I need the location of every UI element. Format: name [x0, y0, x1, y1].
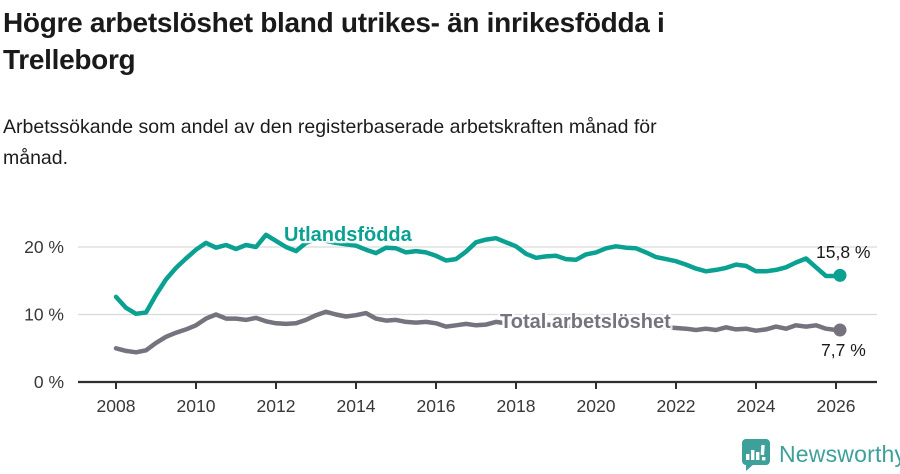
end-dot-utlandsfodda — [833, 268, 847, 282]
chart-title-line1: Högre arbetslöshet bland utrikes- än inr… — [3, 7, 665, 38]
chart-title: Högre arbetslöshet bland utrikes- än inr… — [3, 4, 665, 78]
x-tick-label: 2008 — [97, 396, 136, 416]
series-label-total-arbetsloshet: Total arbetslöshet — [500, 311, 671, 333]
end-value-utlandsfodda: 15,8 % — [816, 242, 871, 262]
x-tick-label: 2012 — [257, 396, 296, 416]
x-tick-label: 2024 — [737, 396, 776, 416]
end-dot-total-arbetsloshet — [833, 323, 847, 337]
newsworthy-wordmark: Newsworthy — [779, 441, 900, 467]
series-label-utlandsfodda: Utlandsfödda — [284, 224, 412, 246]
x-tick-label: 2018 — [497, 396, 536, 416]
y-tick-label: 10 % — [24, 305, 64, 325]
chart-title-line2: Trelleborg — [3, 44, 136, 75]
x-tick-label: 2020 — [577, 396, 616, 416]
x-tick-label: 2022 — [657, 396, 696, 416]
x-tick-label: 2010 — [177, 396, 216, 416]
end-value-total-arbetsloshet: 7,7 % — [821, 340, 866, 360]
chart-subtitle: Arbetssökande som andel av den registerb… — [3, 112, 657, 174]
y-tick-label: 20 % — [24, 237, 64, 257]
chart-subtitle-line1: Arbetssökande som andel av den registerb… — [3, 116, 657, 138]
y-tick-label: 0 % — [34, 372, 64, 392]
x-tick-label: 2026 — [817, 396, 856, 416]
x-tick-label: 2014 — [337, 396, 376, 416]
line-series-total-arbetsloshet — [113, 309, 843, 355]
chart-subtitle-line2: månad. — [3, 147, 69, 169]
newsworthy-logo: Newsworthy — [740, 438, 900, 471]
bar-chart-speech-bubble-icon — [742, 439, 770, 471]
x-tick-label: 2016 — [417, 396, 456, 416]
line-series-utlandsfodda — [113, 232, 843, 317]
